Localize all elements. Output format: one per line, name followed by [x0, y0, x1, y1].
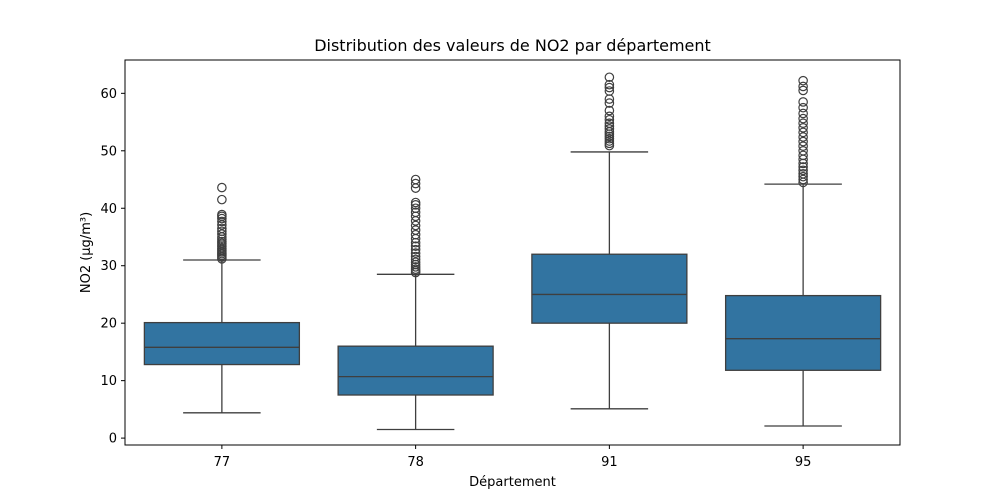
outlier-point [410, 197, 421, 208]
y-tick-label: 10 [100, 374, 117, 389]
outlier-point [410, 251, 421, 262]
outlier-point [798, 136, 808, 147]
x-axis-title: Département [469, 475, 556, 490]
box-iqr [724, 294, 882, 371]
outlier-point [798, 145, 808, 156]
outlier-point [798, 168, 808, 179]
outlier-point [798, 162, 808, 172]
outlier-point [604, 121, 615, 131]
outlier-point [217, 194, 227, 205]
outlier-point [798, 127, 808, 138]
outlier-point [798, 118, 808, 129]
outlier-point [604, 82, 615, 93]
outlier-point [604, 124, 615, 134]
outlier-point [798, 165, 808, 176]
outlier-point [798, 171, 808, 182]
box-77 [143, 182, 301, 414]
outlier-point [604, 118, 615, 129]
outlier-point [410, 178, 421, 189]
outlier-point [410, 220, 421, 231]
box-95 [724, 75, 882, 427]
y-tick-label: 40 [100, 202, 117, 217]
outlier-point [798, 150, 808, 161]
plot-area [143, 72, 882, 431]
outlier-point [604, 98, 615, 108]
outlier-point [410, 257, 421, 268]
box-iqr [337, 345, 494, 396]
outlier-point [410, 254, 421, 265]
outlier-point [604, 86, 615, 96]
outlier-point [798, 97, 808, 107]
outlier-point [410, 225, 421, 235]
x-tick-label: 77 [214, 455, 231, 470]
plot-frame [124, 59, 901, 446]
outlier-point [604, 114, 615, 125]
chart-title: Distribution des valeurs de NO2 par dépa… [314, 36, 711, 55]
x-tick-label: 78 [407, 455, 424, 470]
y-tick-label: 60 [100, 87, 117, 102]
x-tick-label: 91 [601, 455, 618, 470]
outlier-point [217, 209, 227, 220]
box-91 [531, 72, 688, 410]
outlier-point [217, 216, 227, 227]
outlier-point [604, 72, 615, 83]
outlier-point [798, 85, 808, 96]
outlier-point [410, 174, 421, 185]
box-78 [337, 174, 494, 431]
outlier-point [217, 182, 227, 193]
outlier-point [798, 141, 808, 151]
y-tick-label: 30 [100, 259, 117, 274]
x-axis: 77 78 91 95 [214, 445, 812, 470]
outlier-point [604, 79, 615, 90]
box-iqr [531, 253, 688, 324]
outlier-point [604, 111, 615, 122]
outlier-point [410, 244, 421, 255]
outlier-point [217, 223, 227, 234]
outlier-point [410, 229, 421, 240]
outlier-point [798, 108, 808, 119]
box-iqr [143, 321, 301, 366]
outlier-point [410, 207, 421, 218]
y-tick-label: 50 [100, 144, 117, 159]
y-tick-label: 20 [100, 317, 117, 332]
outlier-point [217, 229, 227, 239]
outlier-point [798, 174, 808, 185]
y-axis-title: NO2 (µg/m³) [79, 212, 94, 293]
outlier-point [798, 132, 808, 142]
outlier-point [217, 226, 227, 237]
y-tick-label: 0 [109, 432, 117, 447]
outlier-point [798, 81, 808, 92]
x-tick-label: 95 [795, 455, 812, 470]
outlier-point [410, 203, 421, 214]
outlier-point [410, 248, 421, 258]
outlier-point [798, 75, 808, 86]
outlier-point [410, 241, 421, 251]
outlier-point [798, 113, 808, 124]
y-axis: 0 10 20 30 40 50 60 [100, 87, 125, 447]
outlier-point [604, 105, 615, 116]
outlier-point [798, 102, 808, 113]
outlier-point [798, 123, 808, 133]
